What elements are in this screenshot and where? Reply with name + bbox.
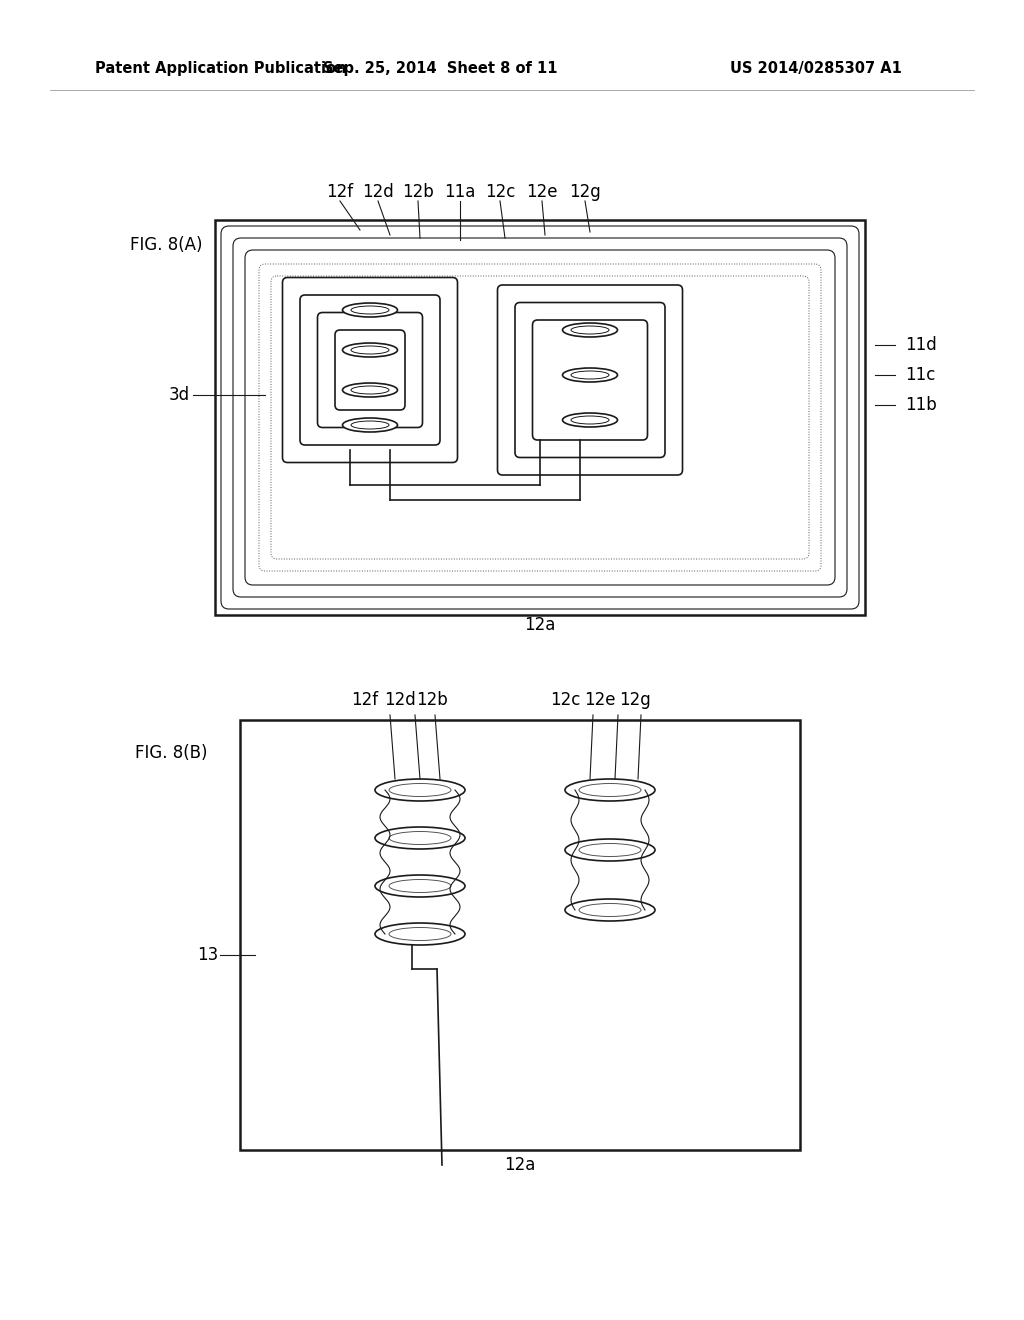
Text: 3d: 3d xyxy=(169,385,190,404)
Text: Patent Application Publication: Patent Application Publication xyxy=(95,61,346,75)
Ellipse shape xyxy=(375,875,465,898)
Text: 11a: 11a xyxy=(444,183,476,201)
Bar xyxy=(215,220,865,615)
Bar xyxy=(240,719,800,1150)
Ellipse shape xyxy=(562,323,617,337)
Ellipse shape xyxy=(565,779,655,801)
Ellipse shape xyxy=(389,832,451,845)
Ellipse shape xyxy=(351,306,389,314)
Text: 12g: 12g xyxy=(620,690,651,709)
Text: 12f: 12f xyxy=(327,183,353,201)
Text: 11c: 11c xyxy=(905,366,935,384)
Text: 12f: 12f xyxy=(351,690,379,709)
Ellipse shape xyxy=(375,779,465,801)
Text: 12b: 12b xyxy=(402,183,434,201)
Ellipse shape xyxy=(342,383,397,397)
Text: 12e: 12e xyxy=(526,183,558,201)
Ellipse shape xyxy=(562,368,617,381)
Text: FIG. 8(B): FIG. 8(B) xyxy=(135,744,208,762)
Ellipse shape xyxy=(579,843,641,857)
Ellipse shape xyxy=(375,923,465,945)
Ellipse shape xyxy=(351,346,389,354)
Ellipse shape xyxy=(351,421,389,429)
Ellipse shape xyxy=(342,343,397,356)
Text: 12a: 12a xyxy=(504,1156,536,1173)
Ellipse shape xyxy=(389,879,451,892)
Ellipse shape xyxy=(565,899,655,921)
Text: US 2014/0285307 A1: US 2014/0285307 A1 xyxy=(730,61,902,75)
Ellipse shape xyxy=(389,928,451,940)
Text: FIG. 8(A): FIG. 8(A) xyxy=(130,236,203,253)
Text: 11b: 11b xyxy=(905,396,937,414)
Ellipse shape xyxy=(342,304,397,317)
Text: 12c: 12c xyxy=(484,183,515,201)
Text: 12d: 12d xyxy=(362,183,394,201)
Ellipse shape xyxy=(579,903,641,916)
Ellipse shape xyxy=(375,828,465,849)
Text: Sep. 25, 2014  Sheet 8 of 11: Sep. 25, 2014 Sheet 8 of 11 xyxy=(323,61,557,75)
Text: 12e: 12e xyxy=(585,690,615,709)
Text: 12c: 12c xyxy=(550,690,581,709)
Text: 13: 13 xyxy=(197,946,218,964)
Ellipse shape xyxy=(351,385,389,393)
Ellipse shape xyxy=(579,784,641,796)
Ellipse shape xyxy=(565,840,655,861)
Ellipse shape xyxy=(562,413,617,426)
Ellipse shape xyxy=(571,371,609,379)
Text: 12g: 12g xyxy=(569,183,601,201)
Ellipse shape xyxy=(571,416,609,424)
Ellipse shape xyxy=(342,418,397,432)
Text: 12b: 12b xyxy=(416,690,447,709)
Ellipse shape xyxy=(571,326,609,334)
Ellipse shape xyxy=(389,784,451,796)
Text: 12a: 12a xyxy=(524,616,556,634)
Text: 12d: 12d xyxy=(384,690,416,709)
Text: 11d: 11d xyxy=(905,337,937,354)
